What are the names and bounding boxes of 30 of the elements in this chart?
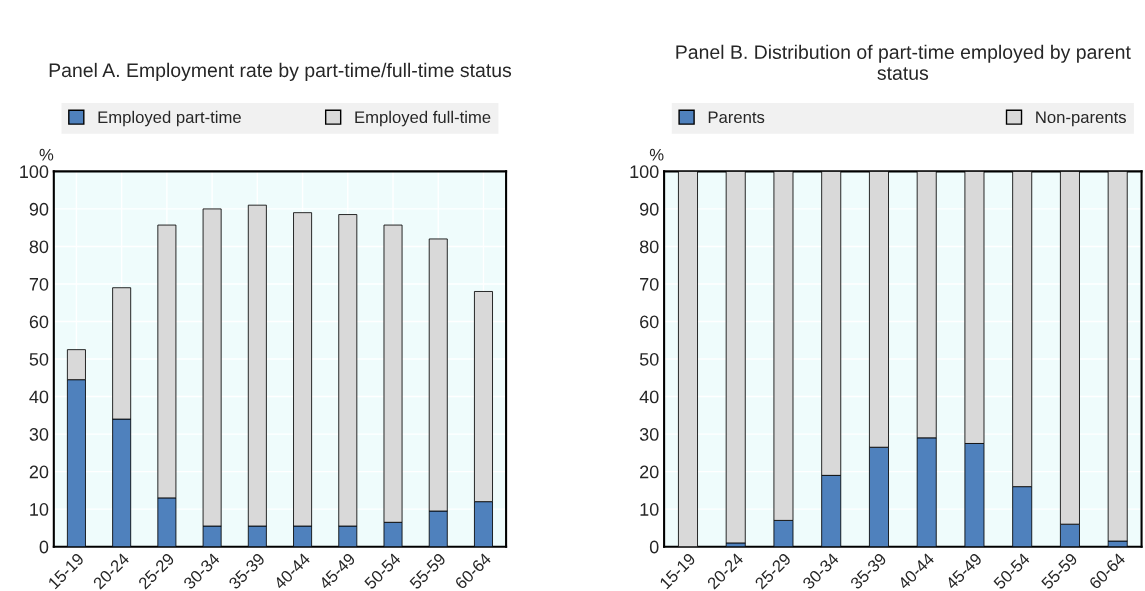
y-tick-label: 100 bbox=[20, 165, 49, 179]
y-tick-label: 20 bbox=[640, 465, 659, 479]
y-tick-label: 40 bbox=[639, 390, 659, 404]
y-tick-label: 30 bbox=[639, 428, 659, 441]
y-tick-label: 0 bbox=[39, 540, 49, 554]
y-tick-label: 80 bbox=[29, 240, 49, 254]
y-tick-label: 60 bbox=[640, 315, 659, 329]
y-tick-label: 90 bbox=[640, 202, 659, 216]
y-tick-label: 30 bbox=[29, 428, 49, 441]
y-tick-label: 40 bbox=[29, 390, 49, 404]
legend-label: Non-parents bbox=[1036, 111, 1126, 127]
y-tick-label: 50 bbox=[639, 352, 659, 366]
y-axis-title: % bbox=[39, 148, 54, 161]
legend-label: Parents bbox=[708, 111, 765, 124]
y-tick-label: 60 bbox=[29, 315, 49, 329]
y-tick-label: 80 bbox=[639, 240, 659, 254]
y-tick-label: 10 bbox=[30, 503, 49, 516]
y-tick-label: 90 bbox=[29, 202, 49, 216]
legend-label: Employed part-time bbox=[98, 110, 241, 127]
y-tick-label: 50 bbox=[29, 352, 49, 366]
chart-title: Panel B. Distribution of part-time employed by parent status bbox=[676, 44, 1131, 80]
y-tick-label: 0 bbox=[649, 540, 659, 554]
y-axis-title: % bbox=[649, 148, 664, 161]
y-tick-label: 70 bbox=[640, 277, 659, 291]
y-tick-label: 100 bbox=[630, 165, 659, 179]
legend-label: Employed full-time bbox=[355, 110, 491, 127]
y-tick-label: 70 bbox=[29, 277, 49, 291]
chart-title: Panel A. Employment rate by part-time/full-time status bbox=[49, 62, 512, 81]
y-tick-label: 10 bbox=[640, 503, 659, 516]
y-tick-label: 20 bbox=[29, 465, 49, 479]
